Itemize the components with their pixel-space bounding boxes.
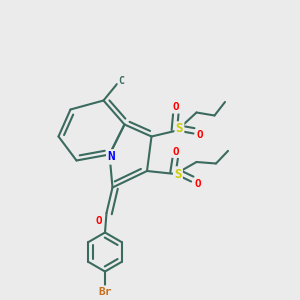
Text: O: O: [197, 130, 203, 140]
Text: S: S: [176, 122, 183, 136]
Text: O: O: [96, 215, 102, 226]
Text: S: S: [174, 167, 182, 181]
Text: C: C: [118, 76, 124, 86]
Text: N: N: [107, 150, 115, 164]
Text: Br: Br: [98, 286, 112, 297]
Text: O: O: [172, 102, 179, 112]
Text: O: O: [194, 179, 201, 189]
Text: O: O: [172, 147, 179, 157]
